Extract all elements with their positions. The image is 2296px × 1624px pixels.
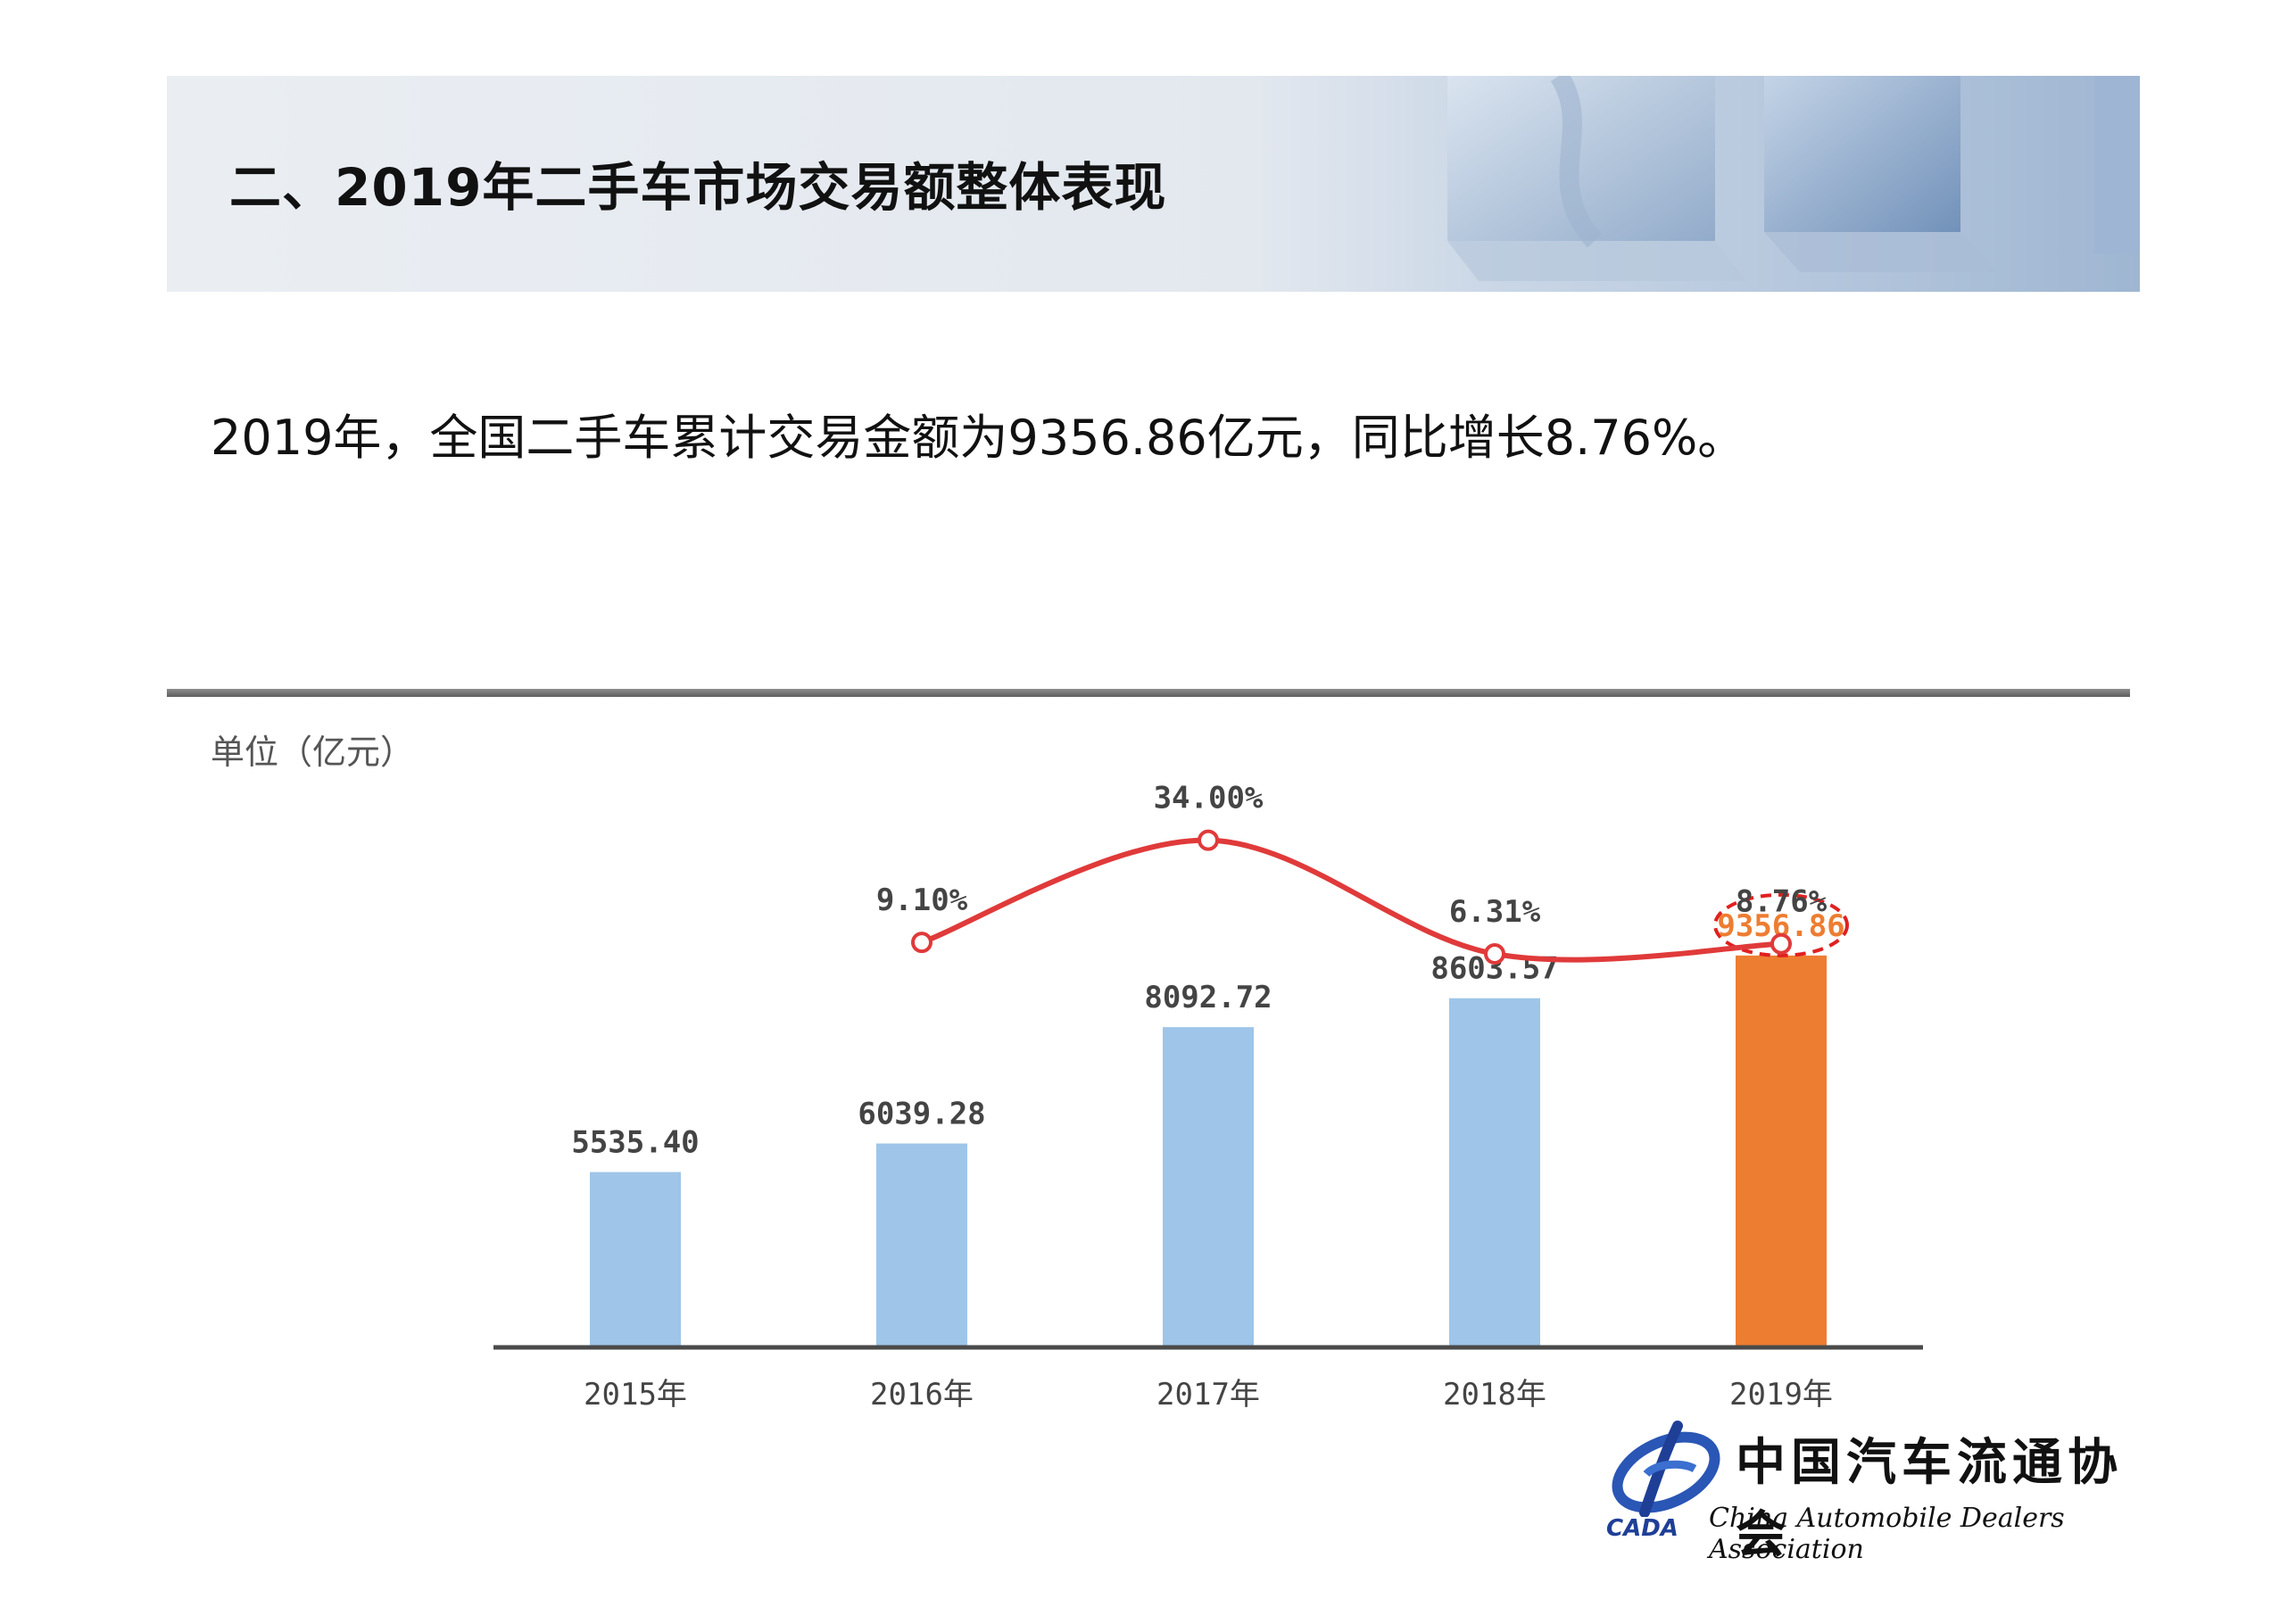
growth-line: [920, 837, 1782, 963]
bar-value-label-2: 8092.72: [1144, 980, 1272, 1015]
growth-label-1: 9.10%: [876, 882, 968, 918]
title-banner: 二、2019年二手车市场交易额整体表现: [167, 76, 2140, 292]
bar-4: [1736, 955, 1827, 1347]
logo-abbreviation: CADA: [1606, 1515, 1678, 1542]
growth-point-1: [911, 932, 932, 954]
category-label-2: 2017年: [1156, 1377, 1260, 1413]
bar-value-label-1: 6039.28: [858, 1097, 985, 1132]
growth-point-3: [1484, 942, 1505, 965]
category-label-1: 2016年: [870, 1377, 974, 1413]
cada-logo: CADA 中国汽车流通协会 China Automobile Dealers A…: [1602, 1419, 2137, 1565]
growth-label-4: 8.76%: [1736, 884, 1828, 920]
highlight-circle: [1713, 892, 1849, 957]
summary-text: 2019年，全国二手车累计交易金额为9356.86亿元，同比增长8.76%。: [211, 410, 1746, 466]
logo-name-cn: 中国汽车流通协会: [1736, 1433, 2123, 1564]
unit-label: 单位（亿元）: [211, 733, 415, 772]
logo-name-en: China Automobile Dealers Association: [1709, 1503, 2065, 1565]
growth-label-2: 34.00%: [1154, 781, 1264, 816]
growth-point-4: [1770, 932, 1792, 955]
growth-point-2: [1198, 829, 1219, 851]
bar-1: [876, 1143, 967, 1347]
bar-0: [590, 1172, 681, 1347]
category-label-3: 2018年: [1443, 1377, 1546, 1413]
bar-2: [1163, 1027, 1254, 1347]
growth-label-3: 6.31%: [1449, 894, 1541, 930]
page-title: 二、2019年二手车市场交易额整体表现: [229, 157, 1167, 218]
category-label-0: 2015年: [584, 1377, 687, 1413]
category-label-4: 2019年: [1729, 1377, 1833, 1413]
banner-cube-art: [1447, 76, 2140, 281]
section-divider: [167, 689, 2130, 697]
bar-value-label-0: 5535.40: [571, 1125, 699, 1161]
cada-emblem-icon: [1612, 1421, 1720, 1517]
bar-3: [1449, 998, 1540, 1347]
